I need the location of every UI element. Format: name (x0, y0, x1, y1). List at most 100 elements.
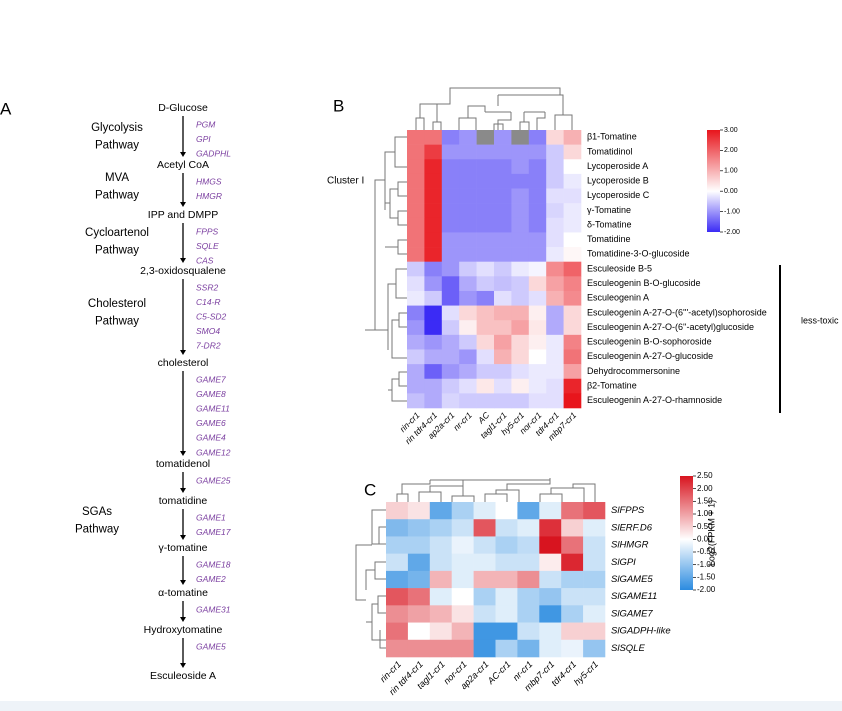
dendrogram-c-columns (396, 478, 596, 502)
enzyme-label: 7-DR2 (196, 341, 221, 351)
row-label: SlGADPH-like (611, 626, 671, 637)
heatmap-cell (407, 232, 425, 248)
heatmap-cell (424, 130, 443, 145)
pathway-group-label: Cholesterol (88, 298, 146, 310)
heatmap-cell (563, 130, 582, 145)
heatmap-cell (407, 553, 431, 572)
arrow-head (180, 451, 186, 456)
heatmap-cell (563, 320, 582, 336)
heatmap-cell (441, 247, 460, 262)
heatmap-cell (407, 276, 425, 292)
heatmap-cell (407, 605, 431, 623)
heatmap-cell (511, 159, 530, 175)
heatmap-cell (563, 334, 582, 350)
heatmap-cell (539, 570, 562, 589)
heatmap-cell (494, 247, 512, 262)
pathway-node: γ-tomatine (158, 542, 207, 554)
heatmap-cell (511, 173, 530, 189)
heatmap-cell (539, 553, 562, 572)
heatmap-cell (424, 364, 443, 380)
heatmap-cell (424, 349, 443, 365)
heatmap-cell (539, 639, 562, 658)
heatmap-cell (495, 502, 518, 520)
heatmap-cell (386, 605, 409, 623)
pathway-group-label: Pathway (95, 140, 139, 152)
heatmap-cell (407, 570, 431, 589)
heatmap-cell (451, 519, 474, 537)
row-label: SlSQLE (611, 643, 645, 654)
heatmap-cell (429, 570, 452, 589)
annotation: less-toxic (801, 315, 839, 325)
heatmap-cell (517, 639, 540, 658)
colorbar-tick-label: 0.00 (724, 188, 738, 195)
pathway-node: α-tomatine (158, 587, 208, 599)
heatmap-cell (583, 519, 606, 537)
column-label: AC-cr1 (485, 659, 513, 687)
heatmap-cell (407, 320, 425, 336)
heatmap-cell (494, 173, 512, 189)
pathway-node: Acetyl CoA (157, 159, 209, 171)
heatmap-cell (441, 173, 460, 189)
heatmap-cell (546, 188, 564, 204)
heatmap-cell (539, 502, 562, 520)
heatmap-cell (451, 536, 474, 554)
heatmap-cell (563, 188, 582, 204)
enzyme-label: GAME1 (196, 512, 226, 522)
heatmap-cell (386, 588, 409, 606)
heatmap-cell (476, 203, 495, 219)
heatmap-cell (511, 349, 530, 365)
enzyme-label: GAME12 (196, 447, 231, 457)
colorbar-tick-label: 0.00 (697, 534, 713, 543)
row-label: SlHMGR (611, 540, 649, 551)
heatmap-cell (441, 261, 460, 277)
column-label: nr-cr1 (451, 410, 474, 433)
heatmap-cell (546, 247, 564, 262)
colorbar-tick-label: 2.00 (724, 147, 738, 154)
heatmap-cell (511, 130, 530, 145)
heatmap-cell (528, 349, 547, 365)
heatmap-cell (561, 588, 584, 606)
colorbar-tick-label: -1.00 (697, 560, 716, 569)
heatmap-cell (424, 159, 443, 175)
heatmap-cell (473, 605, 496, 623)
heatmap-cell (424, 276, 443, 292)
heatmap-cell (528, 320, 547, 336)
heatmap-cell (563, 349, 582, 365)
heatmap-cell (459, 393, 477, 409)
pathway-node: Hydroxytomatine (144, 624, 223, 636)
heatmap-cell (561, 570, 584, 589)
colorbar-title: Log2(FPKM + 1) (706, 500, 716, 566)
heatmap-cell (407, 144, 425, 160)
colorbar-tick-label: -0.50 (697, 547, 716, 556)
heatmap-cell (511, 364, 530, 380)
heatmap-cell (407, 217, 425, 233)
enzyme-label: GAME11 (196, 403, 230, 413)
row-label: β2-Tomatine (587, 380, 637, 390)
colorbar-tick-label: -1.00 (724, 208, 740, 215)
heatmap-cell (476, 247, 495, 262)
heatmap-cell (407, 290, 425, 306)
heatmap-cell (386, 570, 409, 589)
enzyme-label: GAME6 (196, 418, 226, 428)
heatmap-cell (546, 130, 564, 145)
heatmap-cell (539, 536, 562, 554)
arrow-head (180, 152, 186, 157)
heatmap-cell (441, 232, 460, 248)
heatmap-cell (546, 378, 564, 394)
heatmap-cell (424, 290, 443, 306)
heatmap-cell (561, 622, 584, 641)
heatmap-cell (407, 393, 425, 409)
heatmap-cell (476, 349, 495, 365)
heatmap-cell (539, 605, 562, 623)
heatmap-cell (528, 334, 547, 350)
row-label: Tomatidine (587, 234, 631, 244)
heatmap-cell (407, 622, 431, 641)
heatmap-cell (494, 378, 512, 394)
heatmap-cell (441, 320, 460, 336)
heatmap-cell (407, 364, 425, 380)
column-label: hy5-cr1 (572, 659, 600, 687)
heatmap-cell (563, 261, 582, 277)
heatmap-cell (407, 130, 425, 145)
heatmap-cell (494, 334, 512, 350)
